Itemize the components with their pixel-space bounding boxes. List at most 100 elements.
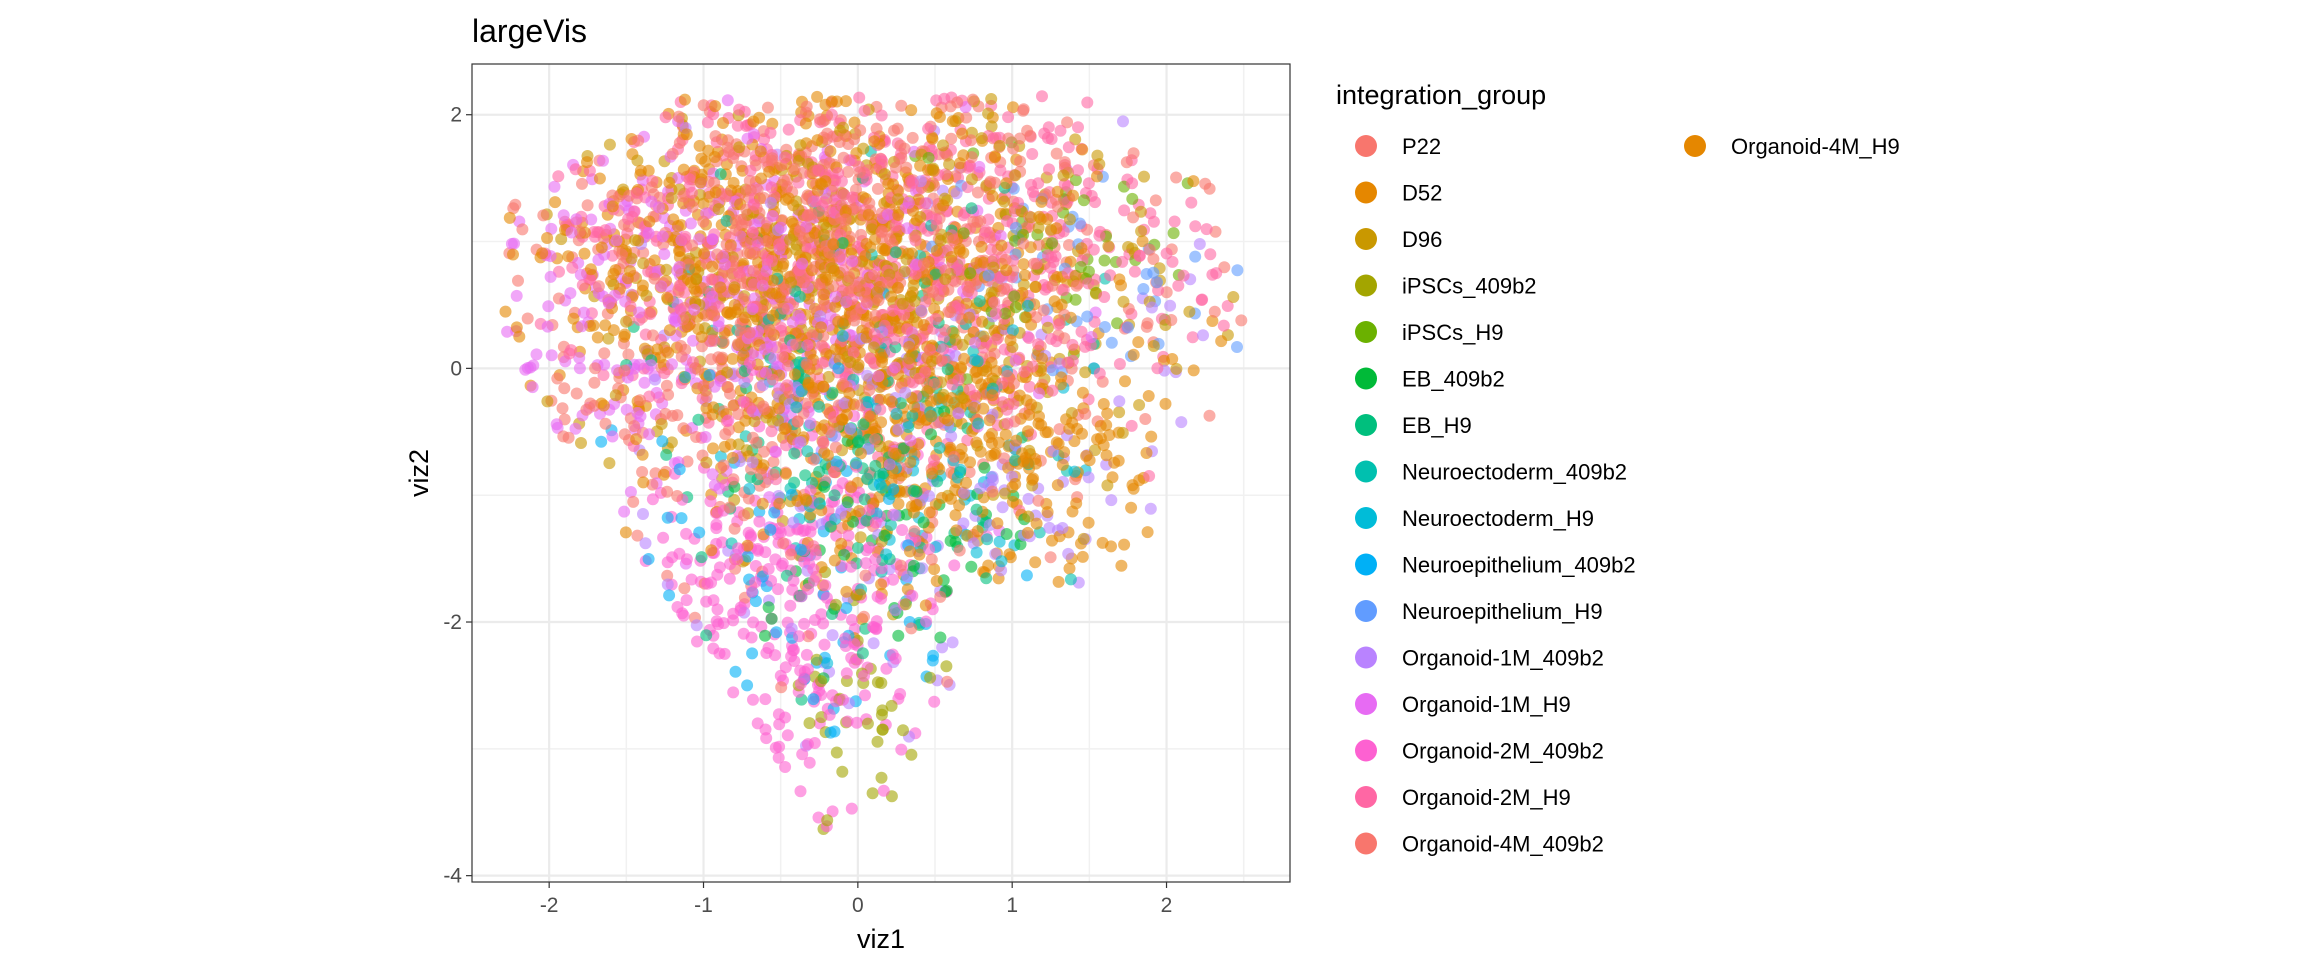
scatter-point [939,168,952,181]
scatter-point [686,422,699,434]
scatter-point [925,428,937,441]
scatter-point [1018,269,1031,282]
scatter-point [998,452,1011,465]
scatter-point [826,386,839,399]
scatter-point [869,516,882,529]
scatter-point [634,164,647,177]
scatter-point [620,315,633,328]
scatter-point [658,248,671,260]
scatter-point [815,423,828,436]
scatter-point [921,385,934,398]
scatter-point [709,100,722,113]
scatter-point [741,550,754,563]
scatter-point [732,303,745,316]
scatter-point [759,629,771,642]
scatter-point [889,447,902,460]
scatter-point [885,395,898,408]
scatter-point [1063,213,1076,226]
scatter-point [526,381,539,394]
scatter-point [551,372,564,385]
scatter-point [569,163,582,176]
scatter-point [964,134,977,147]
scatter-point [747,264,760,277]
scatter-point [839,213,852,226]
scatter-point [606,200,619,213]
scatter-point [824,145,837,158]
scatter-point [792,176,805,189]
scatter-point [521,312,534,325]
scatter-point [746,226,759,239]
scatter-point [1082,471,1095,484]
scatter-point [651,343,664,356]
scatter-point [802,378,815,391]
scatter-point [828,466,841,478]
scatter-point [860,514,873,527]
scatter-point [747,693,759,706]
scatter-point [658,212,671,224]
legend-label: D96 [1402,227,1442,252]
scatter-point [874,403,887,416]
scatter-point [1009,169,1022,182]
scatter-point [1082,177,1095,190]
scatter-point [995,564,1008,577]
scatter-point [1053,423,1066,436]
scatter-point [945,132,958,145]
scatter-point [973,295,986,308]
scatter-point [940,660,953,673]
scatter-point [1035,195,1048,208]
scatter-point [878,529,891,542]
scatter-point [755,620,768,633]
scatter-point [794,436,807,448]
scatter-point [1057,284,1070,296]
scatter-point [661,578,674,591]
scatter-point [1183,305,1196,318]
scatter-point [772,751,785,764]
scatter-point [901,323,914,336]
scatter-point [673,245,685,257]
scatter-point [899,386,912,399]
scatter-point [832,167,845,180]
scatter-point [883,458,896,471]
scatter-point [697,99,710,112]
scatter-point [823,205,836,218]
scatter-point [821,657,834,670]
scatter-point [1056,522,1069,534]
scatter-point [875,771,888,784]
scatter-point [1175,416,1188,429]
scatter-point [1143,470,1156,482]
scatter-point [779,467,792,480]
scatter-point [1186,331,1199,344]
scatter-point [986,485,999,498]
scatter-point [857,418,870,431]
scatter-point [838,548,851,561]
scatter-point [792,203,805,216]
scatter-point [821,814,834,827]
scatter-point [1050,147,1063,160]
scatter-point [857,142,870,155]
scatter-point [830,746,843,759]
scatter-point [677,609,690,622]
scatter-point [800,648,813,661]
scatter-point [794,785,807,798]
scatter-point [698,247,711,260]
scatter-point [1000,177,1013,190]
scatter-point [975,132,988,145]
scatter-point [671,490,684,502]
y-tick-label: -4 [443,865,462,888]
scatter-point [671,264,684,277]
scatter-point [581,199,594,212]
scatter-point [659,111,672,124]
scatter-point [1021,526,1034,539]
scatter-point [1017,258,1030,271]
scatter-point [808,574,820,587]
scatter-point [721,366,734,379]
scatter-point [700,456,713,469]
scatter-point [921,273,934,286]
scatter-point [773,402,786,415]
scatter-point [882,177,895,190]
scatter-point [982,269,995,282]
scatter-point [727,614,740,627]
scatter-point [744,529,757,542]
scatter-point [906,176,919,189]
scatter-point [637,508,649,520]
